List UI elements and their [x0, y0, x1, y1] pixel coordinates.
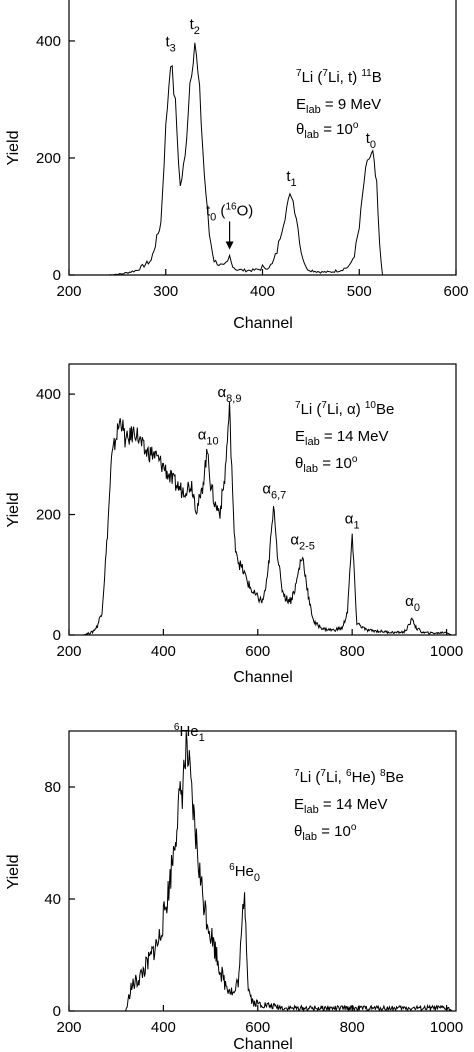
target-element: Li	[301, 401, 313, 418]
x-axis-title: Channel	[233, 315, 293, 332]
x-axis-title: Channel	[233, 1036, 293, 1052]
y-tick-label: 40	[44, 891, 61, 908]
x-tick-label: 1000	[430, 643, 463, 660]
angle-value: 10	[334, 823, 351, 840]
peak-label-group: t3 t2 t0 (16O) t1 t0	[165, 16, 376, 250]
x-tick-group: 200 400 600 800 1000	[56, 629, 463, 660]
reaction-label: 7Li (7Li, α) 10Be	[295, 400, 394, 418]
y-tick-label: 0	[53, 1003, 61, 1020]
y-tick-label: 400	[36, 33, 61, 50]
x-tick-label: 400	[151, 643, 176, 660]
peak-label-group: 6He1 6He0	[174, 722, 260, 884]
arrowhead-icon	[225, 241, 234, 250]
peak-label: α0	[405, 593, 420, 614]
x-tick-label: 400	[151, 1019, 176, 1036]
beam-energy-label: Elab = 9 MeV	[296, 96, 381, 116]
panel-frame	[68, 730, 457, 1012]
target-mass-number: 7	[294, 768, 300, 779]
angle-label: θlab = 10o	[296, 120, 359, 141]
y-axis-title: Yield	[5, 131, 22, 166]
x-tick-group: 200 300 400 500 600	[56, 269, 469, 300]
y-tick-label: 0	[53, 627, 61, 644]
x-axis-title: Channel	[233, 669, 293, 686]
peak-label: α2-5	[290, 532, 315, 553]
y-tick-label: 200	[36, 150, 61, 167]
peak-label: 6He0	[229, 862, 260, 884]
y-tick-group: 0 200 400	[36, 386, 75, 644]
ejectile: α	[347, 401, 356, 418]
angle-value: 10	[335, 455, 352, 472]
peak-label: t1	[286, 168, 296, 189]
x-tick-label: 200	[56, 1019, 81, 1036]
residual-mass-number: 11	[361, 68, 372, 79]
spectrum-line	[125, 731, 454, 1013]
x-tick-label: 800	[340, 1019, 365, 1036]
x-tick-label: 200	[56, 643, 81, 660]
x-tick-label: 500	[347, 283, 372, 300]
reaction-label: 7Li (7Li, t) 11B	[296, 68, 382, 86]
beam-energy-value: 14 MeV	[336, 796, 388, 813]
x-tick-label: 600	[245, 643, 270, 660]
beam-energy-label: Elab = 14 MeV	[295, 428, 389, 448]
spectrum-line	[83, 401, 452, 636]
peak-label: t0	[366, 130, 376, 151]
beam-energy-label: Elab = 14 MeV	[294, 796, 388, 816]
target-mass-number: 7	[295, 400, 301, 411]
x-tick-label: 400	[250, 283, 275, 300]
x-tick-label: 300	[153, 283, 178, 300]
angle-label: θlab = 10o	[295, 454, 358, 475]
projectile-element: Li	[326, 769, 338, 786]
x-tick-label: 800	[340, 643, 365, 660]
panel-frame	[68, 0, 457, 276]
y-tick-label: 0	[53, 267, 61, 284]
ejectile: t	[348, 69, 353, 86]
beam-energy-value: 9 MeV	[338, 96, 381, 113]
projectile-mass-number: 7	[321, 400, 327, 411]
peak-label: t0 (16O)	[206, 201, 253, 223]
residual-element: Be	[376, 401, 394, 418]
y-axis-title: Yield	[5, 855, 22, 890]
projectile-mass-number: 7	[322, 68, 328, 79]
x-tick-label: 600	[245, 1019, 270, 1036]
target-element: Li	[300, 769, 312, 786]
target-mass-number: 7	[296, 68, 302, 79]
angle-value: 10	[336, 121, 353, 138]
spectrum-line	[69, 42, 456, 276]
residual-mass-number: 10	[365, 400, 377, 411]
panel-frame	[68, 363, 457, 636]
x-tick-label: 600	[443, 283, 468, 300]
beam-energy-value: 14 MeV	[337, 428, 389, 445]
y-tick-label: 200	[36, 507, 61, 524]
peak-label: α8,9	[217, 384, 241, 405]
peak-label: t2	[190, 16, 200, 37]
projectile-element: Li	[327, 401, 339, 418]
x-tick-label: 1000	[430, 1019, 463, 1036]
x-tick-group: 200 400 600 800 1000	[56, 1005, 463, 1036]
residual-element: Be	[386, 769, 404, 786]
peak-label: α6,7	[262, 481, 286, 502]
y-tick-group: 0 40 80	[44, 779, 75, 1020]
peak-label: α1	[345, 511, 360, 532]
projectile-mass-number: 7	[320, 768, 326, 779]
y-axis-title: Yield	[5, 493, 22, 528]
x-tick-label: 200	[56, 283, 81, 300]
angle-label: θlab = 10o	[294, 822, 357, 843]
y-tick-label: 80	[44, 779, 61, 796]
y-tick-label: 400	[36, 386, 61, 403]
projectile-element: Li	[328, 69, 340, 86]
peak-label: α10	[198, 426, 219, 447]
peak-label: t3	[165, 34, 175, 55]
residual-element: B	[372, 69, 382, 86]
peak-label: 6He1	[174, 722, 205, 744]
residual-mass-number: 8	[380, 768, 386, 779]
target-element: Li	[302, 69, 314, 86]
reaction-label: 7Li (7Li, 6He) 8Be	[294, 768, 404, 786]
